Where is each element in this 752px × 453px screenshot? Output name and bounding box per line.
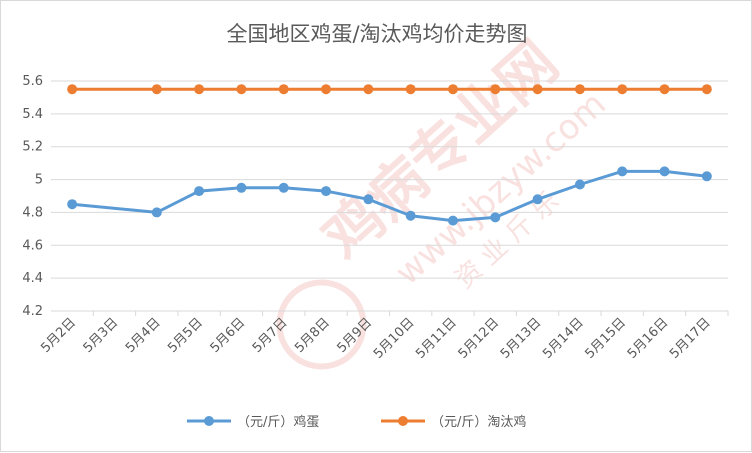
y-tick-label: 5.4	[22, 107, 43, 122]
legend-swatch-marker	[398, 416, 408, 426]
x-axis-ticks: 5月2日 5月3日 5月4日 5月5日 5月6日 5月7日 5月8日 5月9日5月10日5月1…	[38, 311, 729, 362]
x-tick-label: 5月10日	[371, 315, 418, 362]
data-point	[617, 166, 628, 177]
watermark-logo	[276, 279, 367, 370]
data-point	[659, 166, 670, 177]
data-point	[532, 84, 543, 95]
y-tick-label: 4.4	[22, 271, 43, 286]
data-point	[194, 186, 205, 197]
x-tick-label: 5月12日	[456, 315, 503, 362]
watermark: 鸡病专业网 www.jbzyw.com 资 业 斤 乐	[276, 28, 614, 370]
x-tick-label: 5月8日	[292, 315, 333, 356]
data-point	[447, 84, 458, 95]
data-point	[490, 212, 501, 223]
grid	[51, 80, 728, 312]
y-tick-label: 5.6	[22, 74, 43, 89]
data-point	[151, 84, 162, 95]
data-point	[532, 194, 543, 205]
x-tick-label: 5月4日	[123, 315, 164, 356]
data-point	[659, 84, 670, 95]
data-point	[447, 215, 458, 226]
data-point	[701, 171, 712, 182]
y-tick-label: 5.2	[22, 140, 43, 155]
legend-swatch-marker	[204, 416, 214, 426]
data-point	[278, 182, 289, 193]
data-point	[67, 199, 78, 210]
data-point	[405, 84, 416, 95]
y-tick-label: 4.8	[22, 205, 43, 220]
data-point	[617, 84, 628, 95]
data-point	[278, 84, 289, 95]
legend-item-0: （元/斤）鸡蛋	[187, 414, 319, 430]
data-point	[363, 84, 374, 95]
x-tick-label: 5月14日	[540, 315, 587, 362]
series-layer	[67, 84, 712, 226]
series-0	[67, 166, 712, 226]
x-tick-label: 5月15日	[582, 315, 629, 362]
data-point	[574, 179, 585, 190]
legend-item-1: （元/斤）淘汰鸡	[381, 414, 526, 430]
data-point	[236, 84, 247, 95]
x-tick-label: 5月6日	[208, 315, 249, 356]
data-point	[574, 84, 585, 95]
legend-label: （元/斤）淘汰鸡	[431, 414, 526, 430]
chart-title: 全国地区鸡蛋/淘汰鸡均价走势图	[226, 22, 527, 46]
data-point	[490, 84, 501, 95]
data-point	[321, 84, 332, 95]
data-point	[194, 84, 205, 95]
x-tick-label: 5月2日	[38, 315, 79, 356]
data-point	[701, 84, 712, 95]
legend-label: （元/斤）鸡蛋	[237, 414, 319, 430]
y-tick-label: 4.6	[22, 238, 43, 253]
x-tick-label: 5月17日	[667, 315, 714, 362]
data-point	[363, 194, 374, 205]
series-1	[67, 84, 712, 95]
data-point	[405, 210, 416, 221]
x-tick-label: 5月11日	[413, 315, 460, 362]
x-tick-label: 5月16日	[625, 315, 672, 362]
x-tick-label: 5月13日	[498, 315, 545, 362]
data-point	[321, 186, 332, 197]
y-tick-label: 5	[35, 173, 43, 188]
legend: （元/斤）鸡蛋 （元/斤）淘汰鸡	[187, 414, 526, 430]
y-axis-ticks: 4.2 4.4 4.6 4.8 5 5.2 5.4 5.6	[22, 74, 43, 319]
x-tick-label: 5月3日	[81, 315, 122, 356]
data-point	[67, 84, 78, 95]
x-tick-label: 5月5日	[165, 315, 206, 356]
data-point	[151, 207, 162, 218]
y-tick-label: 4.2	[22, 304, 43, 319]
data-point	[236, 182, 247, 193]
